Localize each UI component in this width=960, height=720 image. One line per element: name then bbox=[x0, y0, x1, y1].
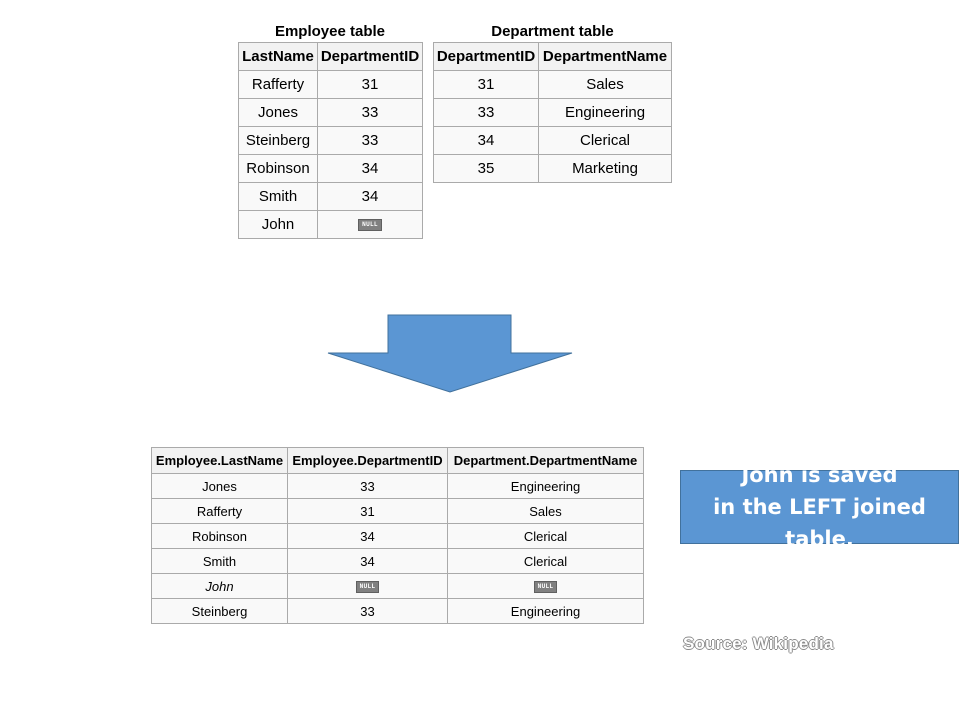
table-row: 34 Clerical bbox=[433, 126, 672, 155]
table-row: 31 Sales bbox=[433, 70, 672, 99]
lastname-cell: Robinson bbox=[238, 154, 318, 183]
lastname-cell: Steinberg bbox=[238, 126, 318, 155]
employee-departmentid-cell: 33 bbox=[287, 473, 448, 499]
null-badge: NULL bbox=[358, 219, 382, 232]
down-arrow-icon bbox=[327, 314, 573, 393]
department-table-header-row: DepartmentID DepartmentName bbox=[433, 42, 672, 71]
departmentid-cell: 31 bbox=[317, 70, 423, 99]
departmentid-cell: 34 bbox=[317, 154, 423, 183]
departmentname-cell: Marketing bbox=[538, 154, 672, 183]
employee-table-caption: Employee table bbox=[274, 23, 386, 40]
employee-departmentid-cell: NULL bbox=[287, 573, 448, 599]
departmentid-cell: 34 bbox=[433, 126, 539, 155]
column-header-departmentid: DepartmentID bbox=[433, 42, 539, 71]
table-row: Jones 33 Engineering bbox=[151, 473, 644, 499]
department-departmentname-cell: Engineering bbox=[447, 598, 644, 624]
null-badge: NULL bbox=[533, 581, 558, 594]
callout-box: John is saved in the LEFT joined table. bbox=[680, 463, 959, 551]
departmentname-cell: Engineering bbox=[538, 98, 672, 127]
table-row: Jones 33 bbox=[238, 98, 423, 127]
departmentid-cell: 31 bbox=[433, 70, 539, 99]
table-row: Steinberg 33 Engineering bbox=[151, 598, 644, 624]
lastname-cell: Jones bbox=[238, 98, 318, 127]
department-departmentname-cell: NULL bbox=[447, 573, 644, 599]
table-row: Smith 34 bbox=[238, 182, 423, 211]
source-credit: Source: Wikipedia bbox=[683, 634, 834, 653]
employee-table: LastName DepartmentID Rafferty 31 Jones 33 S… bbox=[238, 42, 423, 239]
column-header-employee-departmentid: Employee.DepartmentID bbox=[287, 447, 448, 474]
employee-lastname-cell: Smith bbox=[151, 548, 288, 574]
table-row: Robinson 34 bbox=[238, 154, 423, 183]
departmentname-cell: Clerical bbox=[538, 126, 672, 155]
table-row: Rafferty 31 bbox=[238, 70, 423, 99]
callout-line-1: John is saved bbox=[741, 463, 898, 487]
table-row: 33 Engineering bbox=[433, 98, 672, 127]
table-row: Robinson 34 Clerical bbox=[151, 523, 644, 549]
department-departmentname-cell: Clerical bbox=[447, 523, 644, 549]
departmentid-cell: 34 bbox=[317, 182, 423, 211]
employee-departmentid-cell: 34 bbox=[287, 548, 448, 574]
departmentid-cell: 33 bbox=[433, 98, 539, 127]
departmentid-cell: 35 bbox=[433, 154, 539, 183]
employee-departmentid-cell: 33 bbox=[287, 598, 448, 624]
column-header-departmentid: DepartmentID bbox=[317, 42, 423, 71]
result-table-header-row: Employee.LastName Employee.DepartmentID … bbox=[151, 447, 644, 474]
employee-lastname-cell: John bbox=[151, 573, 288, 599]
left-join-result-table: Employee.LastName Employee.DepartmentID … bbox=[151, 447, 644, 624]
department-table-caption: Department table bbox=[491, 23, 614, 40]
department-departmentname-cell: Engineering bbox=[447, 473, 644, 499]
column-header-lastname: LastName bbox=[238, 42, 318, 71]
column-header-departmentname: DepartmentName bbox=[538, 42, 672, 71]
lastname-cell: Smith bbox=[238, 182, 318, 211]
lastname-cell: Rafferty bbox=[238, 70, 318, 99]
departmentname-cell: Sales bbox=[538, 70, 672, 99]
table-row: Smith 34 Clerical bbox=[151, 548, 644, 574]
department-departmentname-cell: Clerical bbox=[447, 548, 644, 574]
employee-lastname-cell: Jones bbox=[151, 473, 288, 499]
employee-table-header-row: LastName DepartmentID bbox=[238, 42, 423, 71]
departmentid-cell: NULL bbox=[317, 210, 423, 239]
table-row: Steinberg 33 bbox=[238, 126, 423, 155]
table-row: John NULL bbox=[238, 210, 423, 239]
lastname-cell: John bbox=[238, 210, 318, 239]
department-table: DepartmentID DepartmentName 31 Sales 33 Eng… bbox=[433, 42, 672, 183]
employee-lastname-cell: Rafferty bbox=[151, 498, 288, 524]
null-badge: NULL bbox=[355, 581, 380, 594]
department-departmentname-cell: Sales bbox=[447, 498, 644, 524]
employee-lastname-cell: Steinberg bbox=[151, 598, 288, 624]
table-row: John NULL NULL bbox=[151, 573, 644, 599]
column-header-employee-lastname: Employee.LastName bbox=[151, 447, 288, 474]
table-row: 35 Marketing bbox=[433, 154, 672, 183]
table-row: Rafferty 31 Sales bbox=[151, 498, 644, 524]
employee-departmentid-cell: 31 bbox=[287, 498, 448, 524]
departmentid-cell: 33 bbox=[317, 126, 423, 155]
employee-departmentid-cell: 34 bbox=[287, 523, 448, 549]
column-header-department-departmentname: Department.DepartmentName bbox=[447, 447, 644, 474]
callout-line-2: in the LEFT joined table. bbox=[713, 495, 926, 551]
employee-lastname-cell: Robinson bbox=[151, 523, 288, 549]
departmentid-cell: 33 bbox=[317, 98, 423, 127]
